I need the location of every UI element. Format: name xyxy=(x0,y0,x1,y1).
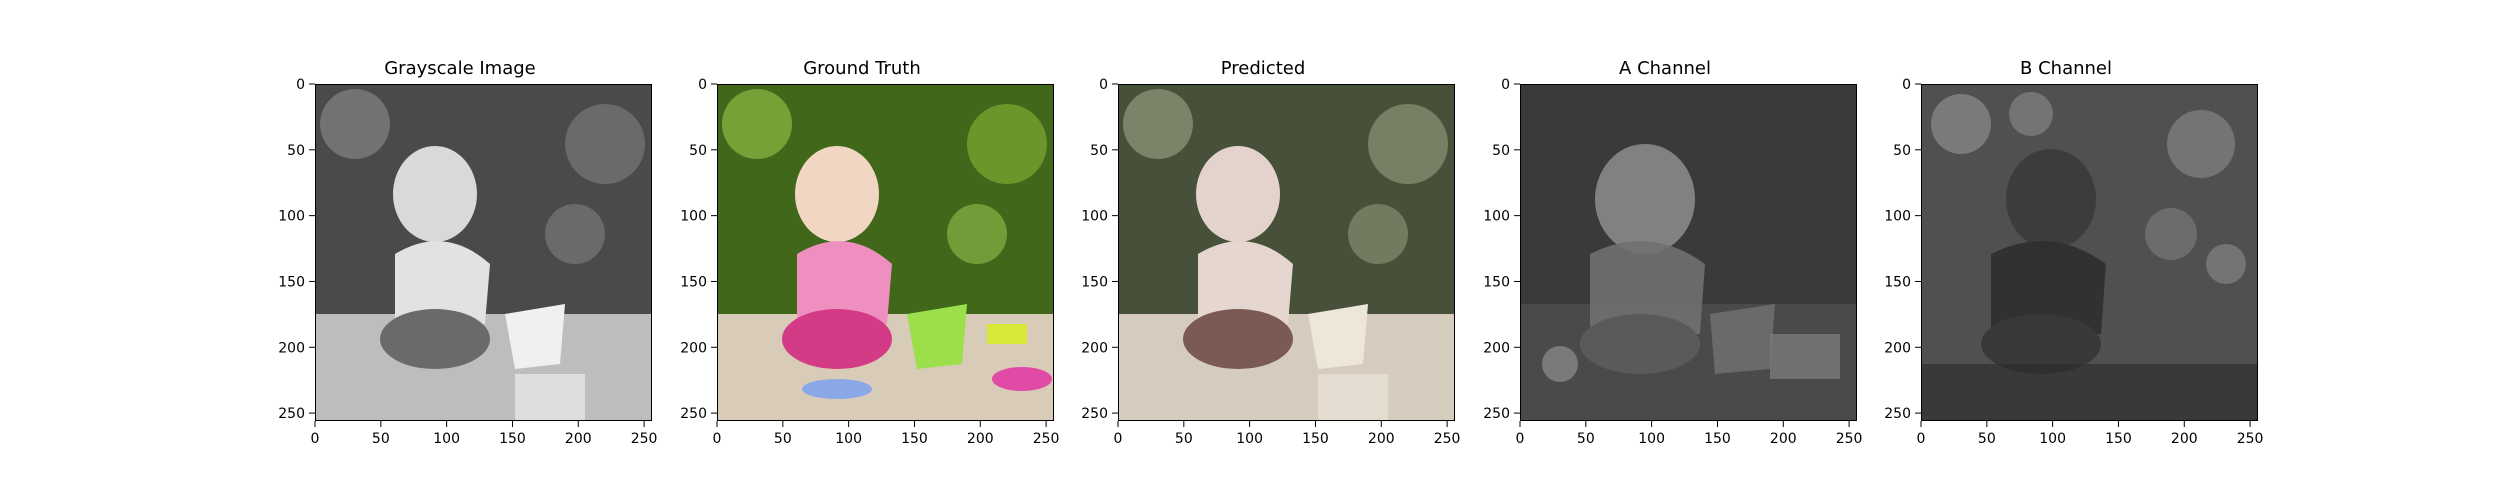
panel-title: A Channel xyxy=(1619,58,1711,79)
x-tick-label: 150 xyxy=(2105,431,2132,447)
y-tick-label: 50 xyxy=(1492,143,1510,159)
image-grayscale xyxy=(315,84,652,421)
x-tick-label: 150 xyxy=(499,431,526,447)
y-tick-label: 150 xyxy=(1483,274,1510,290)
axes-frame xyxy=(1520,84,1857,421)
image-b-channel xyxy=(1921,84,2258,421)
panel-b-channel: B Channel 0 50 100 150 200 250 0 50 100 150 200 250 xyxy=(1856,0,2276,500)
ticks: 0 50 100 150 200 250 0 50 100 150 200 250 xyxy=(1483,77,1863,447)
panel-title: Grayscale Image xyxy=(384,58,536,79)
x-tick-label: 200 xyxy=(2171,431,2198,447)
x-tick-label: 250 xyxy=(1836,431,1863,447)
y-tick-label: 250 xyxy=(680,406,707,422)
y-tick-label: 0 xyxy=(1501,77,1510,93)
y-tick-label: 0 xyxy=(1902,77,1911,93)
x-tick-label: 50 xyxy=(1978,431,1996,447)
y-tick-label: 100 xyxy=(680,209,707,225)
x-tick-label: 100 xyxy=(2039,431,2066,447)
y-tick-label: 250 xyxy=(1483,406,1510,422)
panel-title: B Channel xyxy=(2020,58,2112,79)
y-tick-label: 150 xyxy=(1081,274,1108,290)
x-tick-label: 200 xyxy=(967,431,994,447)
y-tick-label: 50 xyxy=(287,143,305,159)
x-tick-label: 0 xyxy=(1516,431,1525,447)
x-tick-label: 50 xyxy=(1175,431,1193,447)
y-tick-label: 0 xyxy=(296,77,305,93)
x-tick-label: 150 xyxy=(1302,431,1329,447)
x-tick-label: 200 xyxy=(565,431,592,447)
x-tick-label: 200 xyxy=(1770,431,1797,447)
y-tick-label: 250 xyxy=(278,406,305,422)
x-tick-label: 0 xyxy=(311,431,320,447)
y-tick-label: 150 xyxy=(1884,274,1911,290)
y-tick-label: 50 xyxy=(689,143,707,159)
x-tick-label: 250 xyxy=(1434,431,1461,447)
y-tick-label: 100 xyxy=(1483,209,1510,225)
axes: 0 50 100 150 200 250 0 50 100 150 200 250 xyxy=(278,77,657,447)
panel-ground-truth: Ground Truth xyxy=(652,0,1072,500)
y-tick-label: 200 xyxy=(278,340,305,356)
axes-frame xyxy=(1921,84,2258,421)
axes-frame xyxy=(315,84,652,421)
panel-predicted: Predicted 0 50 100 150 200 250 0 50 1 xyxy=(1053,0,1473,500)
y-tick-label: 200 xyxy=(680,340,707,356)
x-tick-label: 150 xyxy=(1704,431,1731,447)
image-predicted xyxy=(1118,84,1455,421)
image-a-channel xyxy=(1520,84,1857,421)
axes: 0 50 100 150 200 250 0 50 100 150 200 250 xyxy=(680,77,1059,447)
y-tick-label: 250 xyxy=(1081,406,1108,422)
axes: 0 50 100 150 200 250 0 50 100 150 200 250 xyxy=(1483,77,1862,447)
panel-title: Predicted xyxy=(1220,58,1306,79)
ticks: 0 50 100 150 200 250 0 50 100 150 200 250 xyxy=(1884,77,2264,447)
y-tick-label: 100 xyxy=(1081,209,1108,225)
x-tick-label: 100 xyxy=(835,431,862,447)
x-tick-label: 250 xyxy=(2237,431,2264,447)
axes: 0 50 100 150 200 250 0 50 100 150 200 250 xyxy=(1884,77,2263,447)
axes-frame xyxy=(717,84,1054,421)
x-tick-label: 50 xyxy=(1577,431,1595,447)
panel-grayscale: Grayscale Image 0 50 100 150 200 2 xyxy=(250,0,670,500)
axes-frame xyxy=(1118,84,1455,421)
x-tick-label: 50 xyxy=(774,431,792,447)
y-tick-label: 200 xyxy=(1884,340,1911,356)
x-tick-label: 50 xyxy=(372,431,390,447)
y-tick-label: 200 xyxy=(1081,340,1108,356)
x-tick-label: 150 xyxy=(901,431,928,447)
panel-title: Ground Truth xyxy=(803,58,921,79)
x-tick-label: 0 xyxy=(1114,431,1123,447)
y-tick-label: 150 xyxy=(680,274,707,290)
ticks: 0 50 100 150 200 250 0 50 100 150 200 250 xyxy=(1081,77,1461,447)
y-tick-label: 200 xyxy=(1483,340,1510,356)
x-tick-label: 200 xyxy=(1368,431,1395,447)
x-tick-label: 100 xyxy=(1236,431,1263,447)
x-tick-label: 0 xyxy=(713,431,722,447)
y-tick-label: 150 xyxy=(278,274,305,290)
y-tick-label: 0 xyxy=(698,77,707,93)
x-tick-label: 100 xyxy=(1638,431,1665,447)
x-tick-label: 100 xyxy=(433,431,460,447)
panel-a-channel: A Channel 0 50 100 150 200 250 0 50 100 150 200 250 xyxy=(1455,0,1875,500)
y-tick-label: 100 xyxy=(1884,209,1911,225)
x-tick-label: 250 xyxy=(631,431,658,447)
y-tick-label: 250 xyxy=(1884,406,1911,422)
y-tick-label: 50 xyxy=(1090,143,1108,159)
y-tick-label: 50 xyxy=(1893,143,1911,159)
y-tick-label: 0 xyxy=(1099,77,1108,93)
y-tick-label: 100 xyxy=(278,209,305,225)
axes: 0 50 100 150 200 250 0 50 100 150 200 250 xyxy=(1081,77,1460,447)
x-tick-label: 0 xyxy=(1917,431,1926,447)
ticks: 0 50 100 150 200 250 0 50 100 150 200 250 xyxy=(278,77,658,447)
x-tick-label: 250 xyxy=(1033,431,1060,447)
ticks: 0 50 100 150 200 250 0 50 100 150 200 250 xyxy=(680,77,1060,447)
image-ground-truth xyxy=(717,84,1054,421)
